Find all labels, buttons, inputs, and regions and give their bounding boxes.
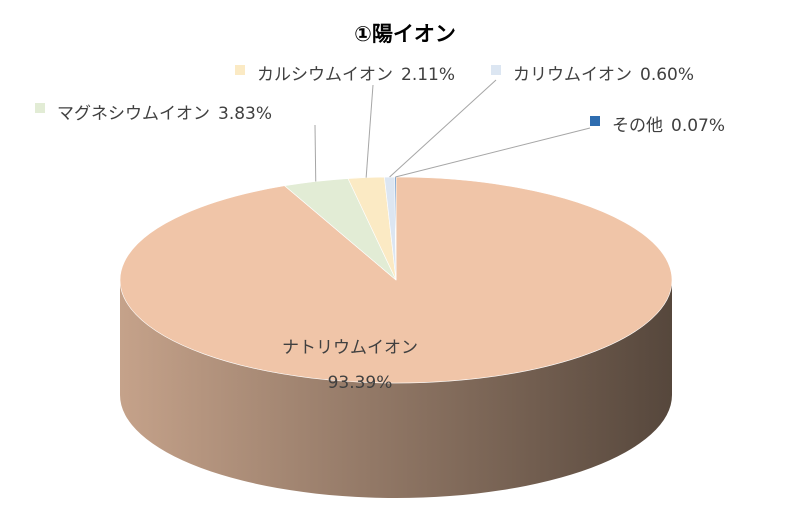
data-label: カリウムイオン 0.60% — [513, 65, 694, 85]
chart-title: ①陽イオン — [354, 22, 456, 46]
legend-marker — [590, 116, 600, 126]
legend-marker — [491, 65, 501, 75]
leader-line — [395, 127, 591, 178]
legend-marker — [235, 65, 245, 75]
leader-line — [314, 124, 317, 182]
data-label: 93.39% — [328, 373, 393, 393]
data-label-name: その他 — [612, 116, 663, 136]
data-label-name: カルシウムイオン — [257, 65, 393, 85]
data-label-name: カリウムイオン — [513, 65, 632, 85]
legend-marker — [35, 103, 45, 113]
data-label-value: 0.60% — [640, 65, 694, 85]
data-label-name: ナトリウムイオン — [282, 338, 418, 358]
data-label-name: マグネシウムイオン — [57, 104, 210, 124]
data-label-value: 3.83% — [218, 104, 272, 124]
leader-line — [389, 79, 497, 178]
data-label: カルシウムイオン 2.11% — [257, 65, 455, 85]
pie-side — [120, 280, 672, 498]
data-label: マグネシウムイオン 3.83% — [57, 104, 272, 124]
leader-line — [365, 84, 374, 178]
data-label: その他 0.07% — [612, 116, 725, 136]
data-label-value: 0.07% — [671, 116, 725, 136]
legend-marker — [257, 340, 267, 350]
data-label-value: 2.11% — [401, 65, 455, 85]
